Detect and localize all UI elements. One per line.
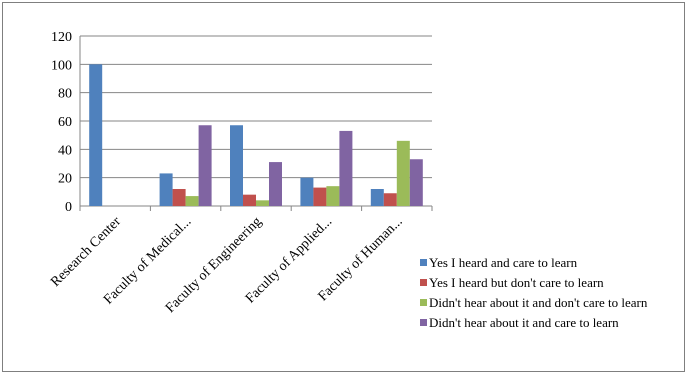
bar xyxy=(269,162,282,206)
bar xyxy=(230,125,243,206)
legend-swatch xyxy=(420,259,427,266)
y-tick-label: 120 xyxy=(51,30,72,45)
bar xyxy=(383,193,397,206)
y-tick-label: 80 xyxy=(58,87,72,102)
bar xyxy=(243,194,256,206)
bar xyxy=(370,189,384,206)
bar xyxy=(339,130,353,206)
bar xyxy=(185,196,199,206)
legend-swatch xyxy=(420,279,427,286)
bar xyxy=(198,125,212,206)
bar xyxy=(89,64,103,206)
bar xyxy=(159,173,173,206)
bar xyxy=(396,140,410,206)
bar xyxy=(300,177,314,206)
bar xyxy=(409,159,423,206)
legend-label: Didn't hear about it and care to learn xyxy=(429,315,619,330)
bar xyxy=(326,186,340,206)
legend-label: Didn't hear about it and don't care to l… xyxy=(429,295,648,310)
y-tick-label: 100 xyxy=(51,58,72,73)
x-category-label: Research Center xyxy=(48,214,124,290)
legend-swatch xyxy=(420,319,427,326)
y-tick-label: 40 xyxy=(58,143,72,158)
bar xyxy=(172,189,186,206)
y-tick-label: 0 xyxy=(65,200,72,215)
legend-label: Yes I heard but don't care to learn xyxy=(429,275,604,290)
y-tick-label: 20 xyxy=(58,172,72,187)
y-tick-label: 60 xyxy=(58,115,72,130)
bar xyxy=(256,200,269,206)
legend-swatch xyxy=(420,299,427,306)
bar xyxy=(313,187,327,206)
legend-label: Yes I heard and care to learn xyxy=(429,255,578,270)
